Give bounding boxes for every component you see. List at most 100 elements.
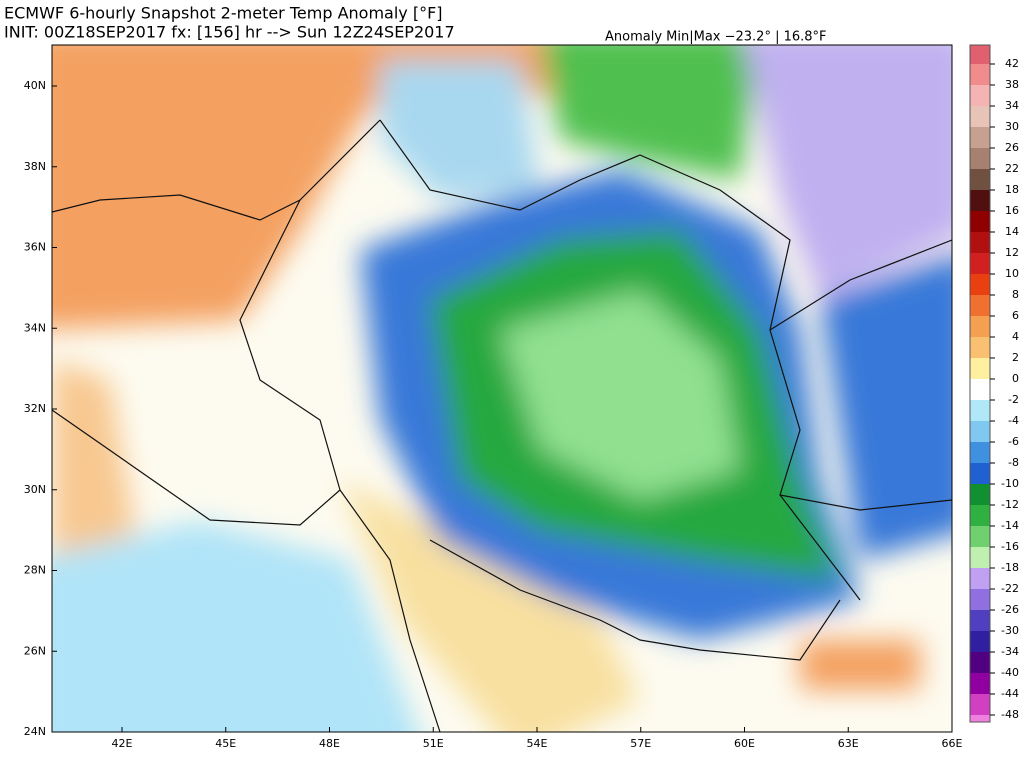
lat-label: 36N	[24, 241, 46, 254]
colorbar-swatch	[970, 421, 990, 442]
colorbar-swatch	[970, 400, 990, 421]
colorbar-frame	[969, 44, 991, 723]
colorbar-swatch	[970, 442, 990, 463]
subtitle: INIT: 00Z18SEP2017 fx: [156] hr --> Sun …	[4, 23, 455, 42]
colorbar-swatch	[970, 526, 990, 547]
lon-label: 42E	[112, 737, 133, 750]
colorbar-swatch	[970, 568, 990, 589]
colorbar-label: 12	[1005, 246, 1019, 259]
colorbar-label: -12	[1001, 498, 1019, 511]
lat-label: 32N	[24, 402, 46, 415]
colorbar-label: -48	[1001, 708, 1019, 721]
warm-area	[800, 640, 920, 690]
colorbar-label: -26	[1001, 603, 1019, 616]
colorbar-label: 26	[1005, 141, 1019, 154]
cold-area	[500, 290, 740, 500]
colorbar-label: 38	[1005, 78, 1019, 91]
coastline	[339, 489, 441, 732]
lat-label: 24N	[24, 725, 46, 738]
colorbar-swatch	[970, 652, 990, 673]
colorbar-label: 0	[1012, 372, 1019, 385]
border	[52, 409, 341, 526]
colorbar-swatch	[970, 358, 990, 379]
colorbar-swatch	[970, 106, 990, 127]
colorbar-swatch	[970, 379, 990, 400]
colorbar-swatch	[970, 64, 990, 85]
colorbar-label: 8	[1012, 288, 1019, 301]
colorbar-swatch	[970, 715, 990, 722]
colorbar-swatch	[970, 295, 990, 316]
anomaly-range: Anomaly Min|Max −23.2° | 16.8°F	[605, 30, 827, 45]
border	[769, 239, 952, 331]
colorbar-label: 2	[1012, 351, 1019, 364]
colorbar-swatch	[970, 211, 990, 232]
colorbar-swatch	[970, 127, 990, 148]
lat-label: 40N	[24, 79, 46, 92]
lat-label: 28N	[24, 564, 46, 577]
lon-label: 51E	[423, 737, 444, 750]
lat-label: 38N	[24, 160, 46, 173]
colorbar-swatch	[970, 190, 990, 211]
border	[779, 494, 952, 511]
colorbar-label: 16	[1005, 204, 1019, 217]
lon-label: 63E	[838, 737, 859, 750]
warm-area	[340, 480, 640, 732]
lat-label: 34N	[24, 321, 46, 334]
lon-label: 48E	[319, 737, 340, 750]
colorbar-label: 6	[1012, 309, 1019, 322]
colorbar-label: 10	[1005, 267, 1019, 280]
colorbar-swatch	[970, 45, 990, 64]
lon-label: 45E	[215, 737, 236, 750]
colorbar-label: -40	[1001, 666, 1019, 679]
colorbar: 423834302622181614121086420-2-4-6-8-10-1…	[969, 44, 1019, 723]
colorbar-label: 14	[1005, 225, 1019, 238]
colorbar-label: -14	[1001, 519, 1019, 532]
coastline	[429, 539, 841, 661]
warm-area	[52, 45, 560, 329]
border	[239, 199, 341, 491]
colorbar-label: -8	[1008, 456, 1019, 469]
colorbar-label: -30	[1001, 624, 1019, 637]
colorbar-swatch	[970, 589, 990, 610]
colorbar-label: 30	[1005, 120, 1019, 133]
colorbar-swatch	[970, 694, 990, 715]
borders	[52, 119, 952, 732]
colorbar-swatch	[970, 484, 990, 505]
cool-area	[52, 520, 419, 732]
colorbar-label: -16	[1001, 540, 1019, 553]
map-frame	[51, 44, 953, 733]
cold-area	[820, 256, 952, 560]
colorbar-label: 42	[1005, 57, 1019, 70]
colorbar-swatch	[970, 232, 990, 253]
colorbar-swatch	[970, 610, 990, 631]
cool-area	[380, 60, 540, 200]
border	[52, 119, 381, 221]
colorbar-label: -6	[1008, 435, 1019, 448]
title: ECMWF 6-hourly Snapshot 2-meter Temp Ano…	[4, 4, 443, 23]
cold-area	[542, 45, 758, 180]
colorbar-label: 4	[1012, 330, 1019, 343]
colorbar-swatch	[970, 631, 990, 652]
axes: 40N 38N 36N 34N 32N 30N 28N 26N 24N 42E 45E 48E 51E 5…	[24, 79, 963, 750]
anomaly-field	[52, 45, 952, 732]
cold-area	[743, 45, 952, 300]
colorbar-swatch	[970, 673, 990, 694]
border	[379, 119, 861, 601]
lat-label: 30N	[24, 483, 46, 496]
colorbar-label: -44	[1001, 687, 1019, 700]
warm-area	[52, 360, 140, 560]
map	[52, 45, 952, 732]
colorbar-swatch	[970, 148, 990, 169]
lon-label: 57E	[630, 737, 651, 750]
colorbar-swatch	[970, 274, 990, 295]
colorbar-label: 34	[1005, 99, 1019, 112]
lat-label: 26N	[24, 644, 46, 657]
colorbar-label: -18	[1001, 561, 1019, 574]
colorbar-swatch	[970, 547, 990, 568]
colorbar-swatch	[970, 316, 990, 337]
colorbar-label: 18	[1005, 183, 1019, 196]
colorbar-label: 22	[1005, 162, 1019, 175]
colorbar-swatch	[970, 169, 990, 190]
colorbar-label: -22	[1001, 582, 1019, 595]
